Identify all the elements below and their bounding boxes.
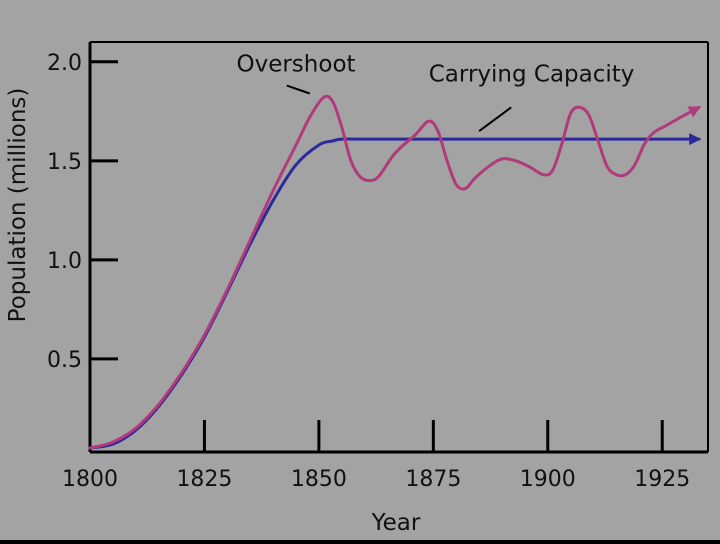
x-tick-label: 1875	[405, 467, 461, 492]
x-tick-label: 1925	[634, 467, 690, 492]
y-tick-label: 0.5	[47, 348, 82, 373]
overshoot-series-line	[88, 94, 701, 450]
x-tick-label: 1800	[62, 467, 118, 492]
series-layer	[88, 94, 702, 450]
x-tick-label: 1900	[520, 467, 576, 492]
y-tick-label: 1.0	[47, 249, 82, 274]
axes: 1800 1825 1850 1875 1900 1925 0.5 1.0 1.5 2.0	[47, 41, 709, 492]
x-tick-label: 1825	[176, 467, 232, 492]
y-tick-label: 1.5	[47, 150, 82, 175]
y-tick-label: 2.0	[47, 51, 82, 76]
annotation-layer: Overshoot Carrying Capacity	[236, 52, 635, 132]
carrying-capacity-annotation: Carrying Capacity	[429, 62, 635, 88]
x-tick-label: 1850	[291, 467, 347, 492]
carrying-capacity-leader-line	[478, 106, 512, 132]
overshoot-leader-line	[286, 84, 311, 95]
y-axis-label: Population (millions)	[5, 88, 31, 323]
x-axis-label: Year	[371, 510, 421, 536]
overshoot-annotation: Overshoot	[236, 52, 355, 78]
